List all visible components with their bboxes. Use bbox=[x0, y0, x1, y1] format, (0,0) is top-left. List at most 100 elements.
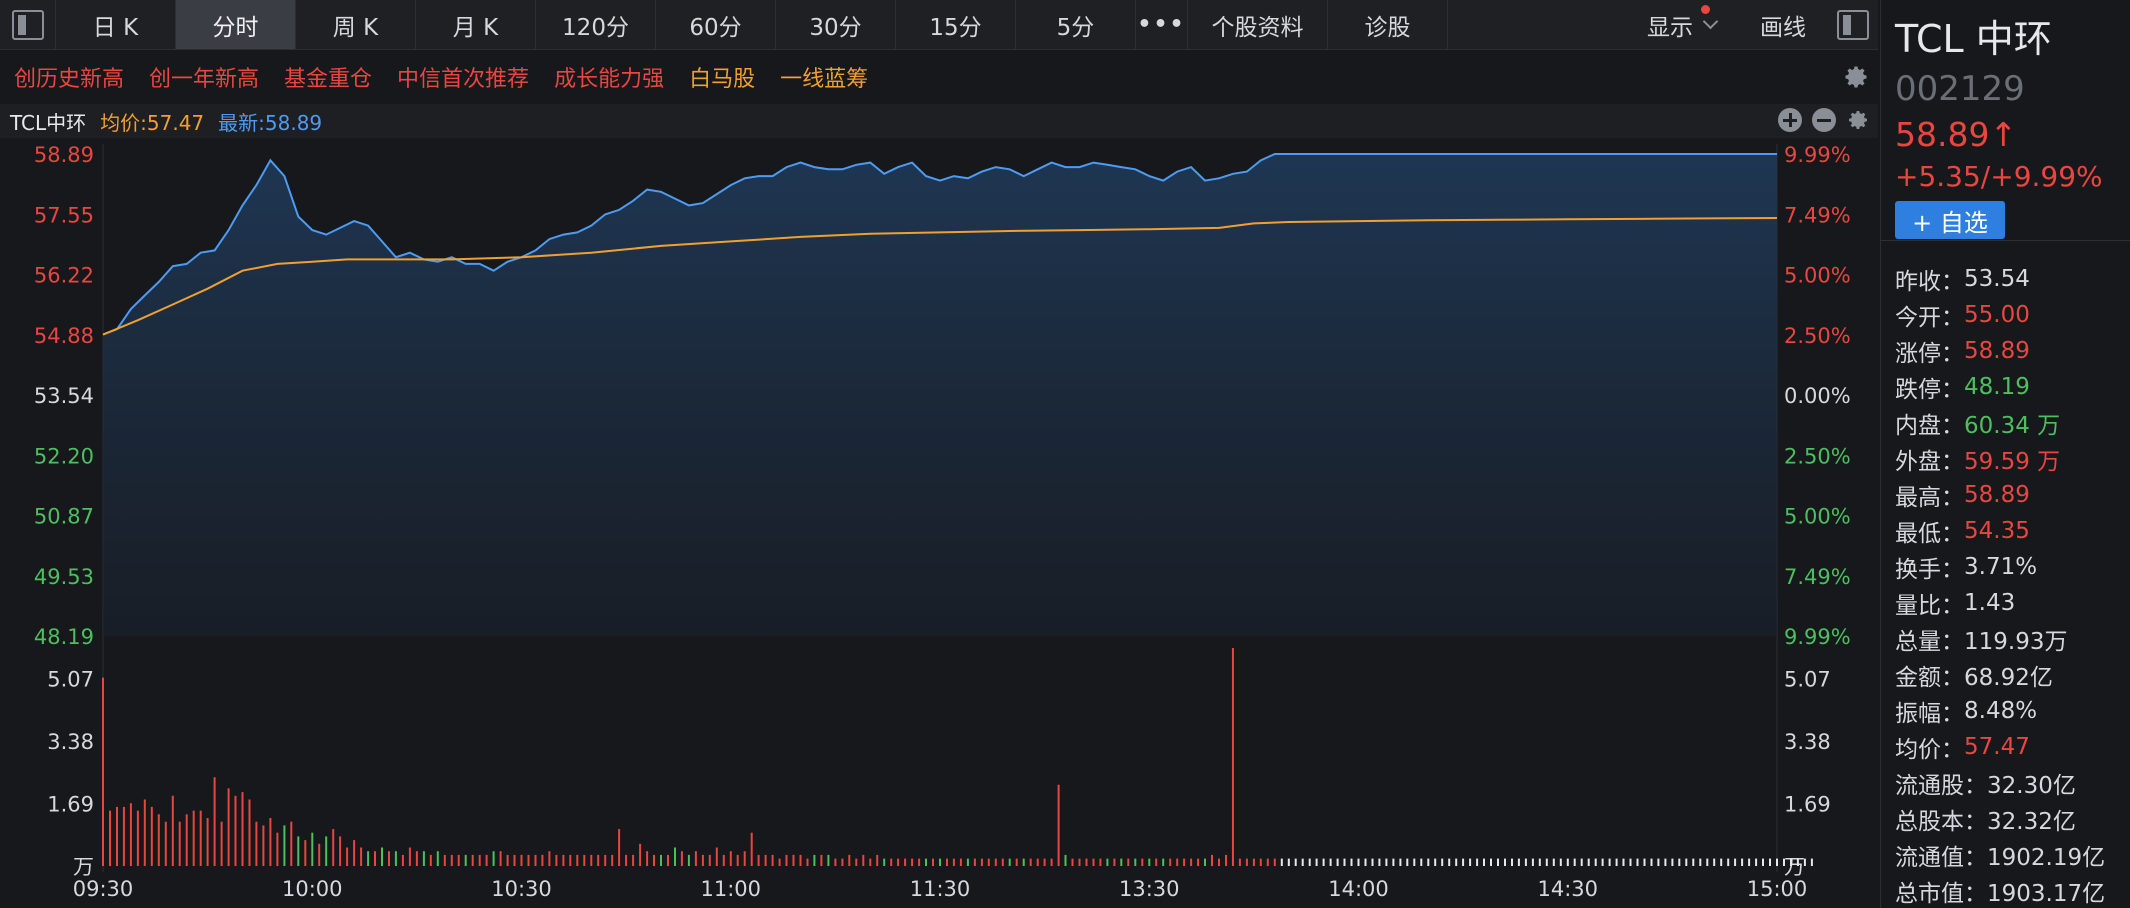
pct-tick-label: 5.00% bbox=[1784, 505, 1851, 529]
gear-icon[interactable] bbox=[1842, 63, 1870, 91]
stat-value: 68.92亿 bbox=[1964, 665, 2053, 691]
concept-tag-1[interactable]: 创一年新高 bbox=[149, 67, 260, 92]
tab-5[interactable]: 60分 bbox=[656, 0, 776, 49]
chart-stock-name: TCL中环 bbox=[10, 110, 87, 135]
stat-value: 58.89 bbox=[1964, 338, 2030, 364]
time-tick-label: 11:00 bbox=[700, 877, 761, 901]
volume-tick-label: 1.69 bbox=[47, 793, 94, 817]
stat-label: 总市值： bbox=[1895, 881, 1987, 907]
tab-3[interactable]: 月 K bbox=[416, 0, 536, 49]
time-tick-label: 10:30 bbox=[491, 877, 552, 901]
stat-value: 54.35 bbox=[1964, 518, 2030, 544]
chevron-down-icon bbox=[1702, 13, 1719, 30]
stat-row-16: 流通值： 1902.19亿 bbox=[1895, 837, 2130, 873]
volume-tick-label: 万 bbox=[73, 855, 94, 879]
concept-tag-5[interactable]: 白马股 bbox=[689, 67, 756, 92]
pct-tick-label: 7.49% bbox=[1784, 565, 1851, 589]
stat-value: 1903.17亿 bbox=[1987, 881, 2106, 907]
stat-value: 58.89 bbox=[1964, 482, 2030, 508]
stat-value: 3.71% bbox=[1964, 554, 2038, 580]
stat-label: 最低： bbox=[1895, 521, 1964, 547]
stat-label: 换手： bbox=[1895, 557, 1964, 583]
stat-row-1: 今开： 55.00 bbox=[1895, 297, 2130, 333]
stat-label: 流通股： bbox=[1895, 773, 1987, 799]
tab-6[interactable]: 30分 bbox=[776, 0, 896, 49]
stat-value: 48.19 bbox=[1964, 374, 2030, 400]
price-area-fill bbox=[103, 154, 1777, 636]
stat-label: 昨收： bbox=[1895, 269, 1964, 295]
panel-icon bbox=[11, 9, 44, 40]
concept-tag-3[interactable]: 中信首次推荐 bbox=[397, 67, 530, 92]
stat-label: 流通值： bbox=[1895, 845, 1987, 871]
concept-tag-6[interactable]: 一线蓝筹 bbox=[780, 67, 869, 92]
stat-label: 总量： bbox=[1895, 629, 1964, 655]
time-tick-label: 13:30 bbox=[1119, 877, 1180, 901]
chart-gear-icon[interactable] bbox=[1846, 108, 1870, 132]
chart-header: TCL中环 均价:57.47 最新:58.89 bbox=[0, 104, 1878, 138]
stat-row-8: 换手： 3.71% bbox=[1895, 549, 2130, 585]
tab-0[interactable]: 日 K bbox=[56, 0, 176, 49]
price-tick-label: 53.54 bbox=[34, 384, 94, 408]
panel-toggle-right-icon[interactable] bbox=[1828, 0, 1878, 50]
tab-10[interactable]: 个股资料 bbox=[1188, 0, 1328, 49]
time-tick-label: 11:30 bbox=[910, 877, 971, 901]
zoom-in-icon[interactable] bbox=[1778, 108, 1802, 132]
chart-controls bbox=[1778, 108, 1870, 132]
concept-tags: 创历史新高 创一年新高 基金重仓 中信首次推荐 成长能力强 白马股 一线蓝筹 bbox=[0, 57, 1878, 97]
tab-11[interactable]: 诊股 bbox=[1328, 0, 1448, 49]
stat-value: 55.00 bbox=[1964, 302, 2030, 328]
price-tick-label: 54.88 bbox=[34, 324, 94, 348]
display-dropdown[interactable]: 显示 bbox=[1647, 4, 1738, 42]
draw-line-button[interactable]: 画线 bbox=[1760, 14, 1806, 41]
stat-row-10: 总量： 119.93万 bbox=[1895, 621, 2130, 657]
time-tick-label: 14:00 bbox=[1328, 877, 1389, 901]
stat-row-5: 外盘： 59.59 万 bbox=[1895, 441, 2130, 477]
stat-row-11: 金额： 68.92亿 bbox=[1895, 657, 2130, 693]
concept-tag-0[interactable]: 创历史新高 bbox=[14, 67, 125, 92]
stat-value: 1.43 bbox=[1964, 590, 2016, 616]
panel-icon bbox=[1837, 9, 1869, 40]
stat-row-6: 最高： 58.89 bbox=[1895, 477, 2130, 513]
notification-dot bbox=[1701, 4, 1710, 14]
price-tick-label: 50.87 bbox=[34, 505, 94, 529]
zoom-out-icon[interactable] bbox=[1812, 108, 1836, 132]
avg-price-line bbox=[102, 217, 1778, 336]
stat-row-2: 涨停： 58.89 bbox=[1895, 333, 2130, 369]
concept-tag-4[interactable]: 成长能力强 bbox=[554, 67, 665, 92]
stat-row-12: 振幅： 8.48% bbox=[1895, 693, 2130, 729]
tab-8[interactable]: 5分 bbox=[1016, 0, 1136, 49]
time-tick-label: 09:30 bbox=[73, 877, 134, 901]
volume-tick-label: 3.38 bbox=[1784, 730, 1831, 754]
volume-tick-label: 万 bbox=[1784, 855, 1805, 879]
panel-toggle-left-icon[interactable] bbox=[0, 0, 56, 49]
add-watchlist-button[interactable]: + 自选 bbox=[1895, 201, 2005, 239]
stat-row-3: 跌停： 48.19 bbox=[1895, 369, 2130, 405]
stat-row-17: 总市值： 1903.17亿 bbox=[1895, 873, 2130, 908]
tab-9[interactable]: ••• bbox=[1136, 0, 1188, 49]
tab-1[interactable]: 分时 bbox=[176, 0, 296, 49]
tab-4[interactable]: 120分 bbox=[536, 0, 656, 49]
time-tick-label: 14:30 bbox=[1537, 877, 1598, 901]
stat-label: 总股本： bbox=[1895, 809, 1987, 835]
price-tick-label: 58.89 bbox=[34, 143, 94, 167]
current-price: 58.89↑ bbox=[1895, 115, 2018, 154]
tab-7[interactable]: 15分 bbox=[896, 0, 1016, 49]
pct-tick-label: 7.49% bbox=[1784, 203, 1851, 227]
stat-label: 量比： bbox=[1895, 593, 1964, 619]
time-tick-label: 10:00 bbox=[282, 877, 343, 901]
tab-2[interactable]: 周 K bbox=[296, 0, 416, 49]
stat-label: 内盘： bbox=[1895, 413, 1964, 439]
price-tick-label: 49.53 bbox=[34, 565, 94, 589]
stat-row-9: 量比： 1.43 bbox=[1895, 585, 2130, 621]
concept-tag-2[interactable]: 基金重仓 bbox=[284, 67, 373, 92]
quote-stats-list: 昨收： 53.54 今开： 55.00 涨停： 58.89 跌停： 48.19 内盘： 60.34… bbox=[1895, 261, 2130, 908]
intraday-chart[interactable]: 58.89 57.55 56.22 54.88 53.54 52.20 50.87 49.53… bbox=[0, 138, 1878, 908]
price-tick-label: 48.19 bbox=[34, 625, 94, 649]
pct-tick-label: 9.99% bbox=[1784, 143, 1851, 167]
pct-tick-label: 2.50% bbox=[1784, 444, 1851, 468]
volume-tick-label: 5.07 bbox=[1784, 668, 1831, 692]
stat-label: 均价： bbox=[1895, 737, 1964, 763]
stock-code: 002129 bbox=[1895, 69, 2025, 109]
